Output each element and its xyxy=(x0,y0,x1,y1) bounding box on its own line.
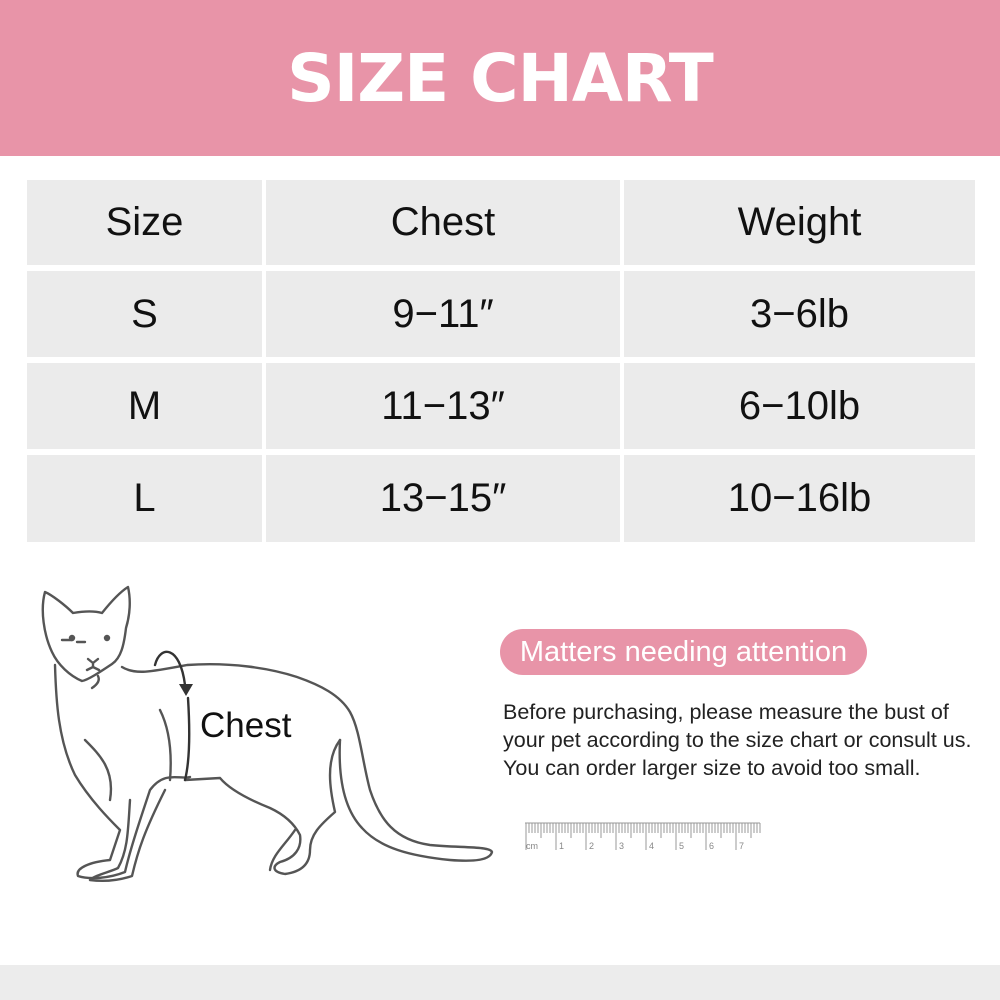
page-title: SIZE CHART xyxy=(287,39,714,117)
table-cell: 3−6lb xyxy=(624,271,975,357)
ruler-label: 3 xyxy=(619,841,624,851)
table-cell: S xyxy=(27,271,262,357)
table-cell: L xyxy=(27,455,262,542)
table-cell: 10−16lb xyxy=(624,455,975,542)
ruler-label: 2 xyxy=(589,841,594,851)
attention-badge: Matters needing attention xyxy=(500,629,867,675)
table-cell: 9−11″ xyxy=(266,271,620,357)
title-banner: SIZE CHART xyxy=(0,0,1000,156)
table-cell: 13−15″ xyxy=(266,455,620,542)
header-size: Size xyxy=(27,180,262,265)
table-cell: 11−13″ xyxy=(266,363,620,449)
table-cell: 6−10lb xyxy=(624,363,975,449)
chest-label: Chest xyxy=(200,706,292,745)
header-chest: Chest xyxy=(266,180,620,265)
ruler-label: 1 xyxy=(559,841,564,851)
attention-text: Before purchasing, please measure the bu… xyxy=(503,700,972,780)
ruler-label: 6 xyxy=(709,841,714,851)
table-cell: M xyxy=(27,363,262,449)
ruler-label: 7 xyxy=(739,841,744,851)
ruler-label: 4 xyxy=(649,841,654,851)
ruler-unit: cm xyxy=(526,841,538,851)
ruler-label: 5 xyxy=(679,841,684,851)
header-weight: Weight xyxy=(624,180,975,265)
bottom-band xyxy=(0,965,1000,1000)
